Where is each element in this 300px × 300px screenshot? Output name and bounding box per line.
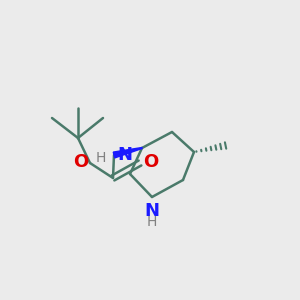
Text: O: O	[143, 153, 158, 171]
Text: O: O	[73, 153, 88, 171]
Text: N: N	[117, 146, 132, 164]
Polygon shape	[113, 148, 142, 158]
Text: H: H	[96, 151, 106, 165]
Text: H: H	[147, 215, 157, 229]
Text: N: N	[145, 202, 160, 220]
